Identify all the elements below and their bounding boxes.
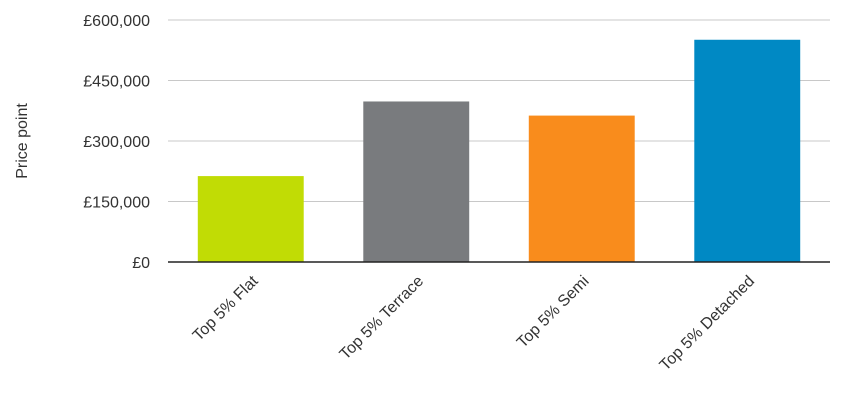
y-axis-title: Price point: [14, 103, 31, 179]
x-tick-label: Top 5% Flat: [190, 272, 262, 344]
bars: [197, 39, 801, 263]
y-tick-label: £150,000: [83, 195, 150, 212]
bar-top-5-detached: [694, 39, 801, 262]
bar-top-5-flat: [197, 176, 304, 262]
y-tick-label: £300,000: [83, 134, 150, 151]
y-tick-label: £0: [132, 255, 150, 272]
y-tick-label: £600,000: [83, 13, 150, 30]
x-tick-label: Top 5% Detached: [657, 273, 758, 374]
x-tick-label: Top 5% Semi: [514, 273, 593, 352]
y-tick-label: £450,000: [83, 74, 150, 91]
bar-top-5-terrace: [363, 101, 470, 263]
bar-top-5-semi: [528, 115, 635, 262]
x-tick-label: Top 5% Terrace: [337, 273, 427, 363]
